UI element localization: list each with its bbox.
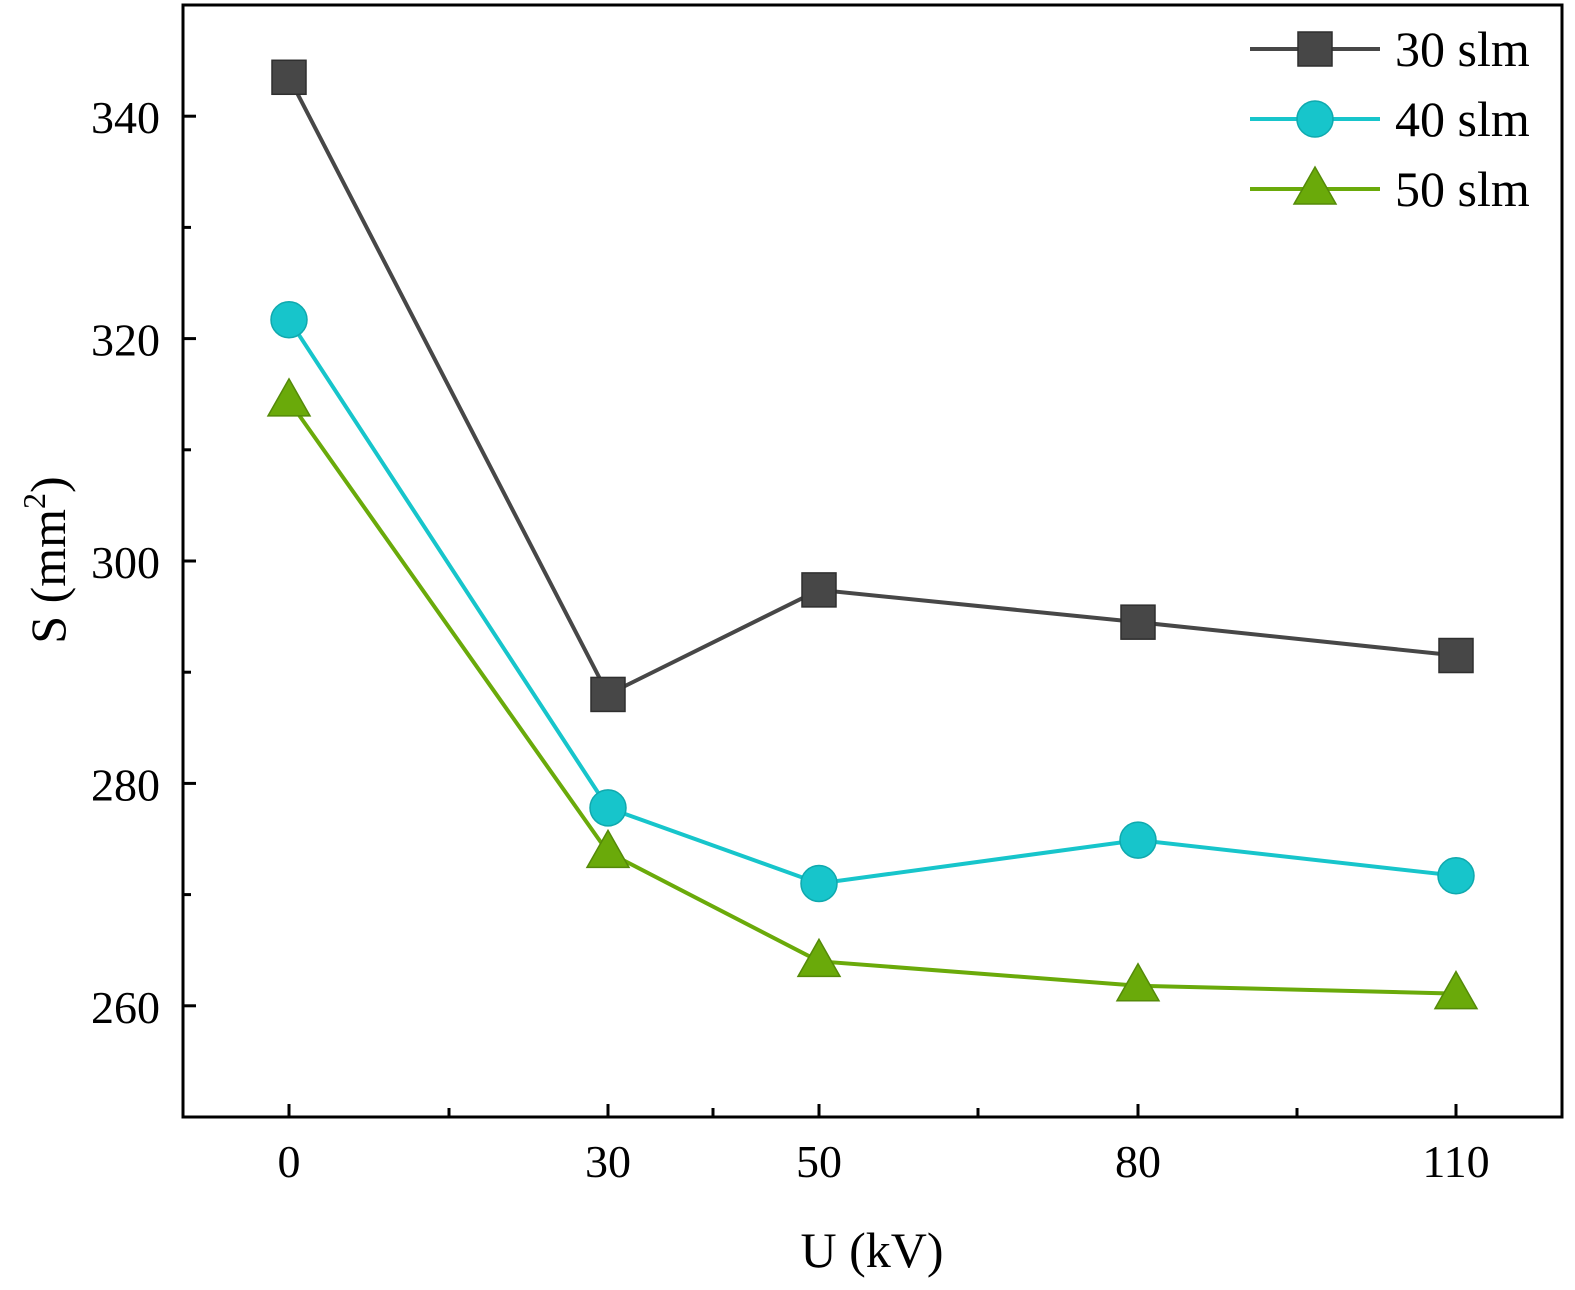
y-axis-label-main: S (mm [20,509,76,644]
data-point [801,572,837,608]
y-axis-label-close: ) [20,476,76,493]
legend-marker [1297,31,1333,67]
y-tick-label: 280 [91,759,160,810]
legend-label: 40 slm [1395,91,1530,147]
series-circle [270,300,1475,903]
plot-area-frame [181,3,1564,1119]
data-point [266,377,312,417]
data-point [270,300,308,339]
data-point [271,59,307,96]
x-tick-label: 30 [585,1136,631,1187]
legend-entry: 50 slm [1250,161,1530,217]
y-axis-label: S (mm2) [16,476,76,643]
x-tick-label: 0 [278,1136,301,1187]
x-axis-label: U (kV) [800,1222,943,1278]
y-axis-label-sup: 2 [16,493,52,509]
data-point [589,789,627,827]
series-layer [266,59,1479,1010]
data-point [800,864,838,903]
data-point [590,676,626,713]
data-point [1437,856,1475,895]
series-line [287,318,1457,886]
data-point [1433,970,1479,1010]
axes: 260 280 300 320 340 0 30 50 80 110 [91,3,1490,1187]
x-tick-label: 50 [796,1136,842,1187]
y-tick-label: 260 [91,982,160,1033]
legend-marker [1292,165,1338,205]
data-point [585,828,631,869]
x-tick-label: 80 [1115,1136,1161,1187]
y-tick-label: 320 [91,315,160,366]
data-point [1438,637,1474,674]
data-point [796,937,842,978]
legend-entry: 40 slm [1250,91,1530,147]
legend-marker [1296,100,1334,138]
y-tick-label: 300 [91,537,160,588]
series-line [287,399,1457,996]
legend-label: 30 slm [1395,21,1530,77]
y-tick-label: 340 [91,92,160,143]
legend: 30 slm 40 slm 50 slm [1250,21,1530,217]
data-point [1120,604,1156,640]
series-line [287,76,1457,698]
data-point [1115,962,1161,1002]
series-triangle [266,377,1479,1010]
data-point [1119,821,1157,859]
x-tick-label: 110 [1422,1136,1489,1187]
legend-label: 50 slm [1395,161,1530,217]
legend-entry: 30 slm [1250,21,1530,77]
series-square [271,59,1474,713]
